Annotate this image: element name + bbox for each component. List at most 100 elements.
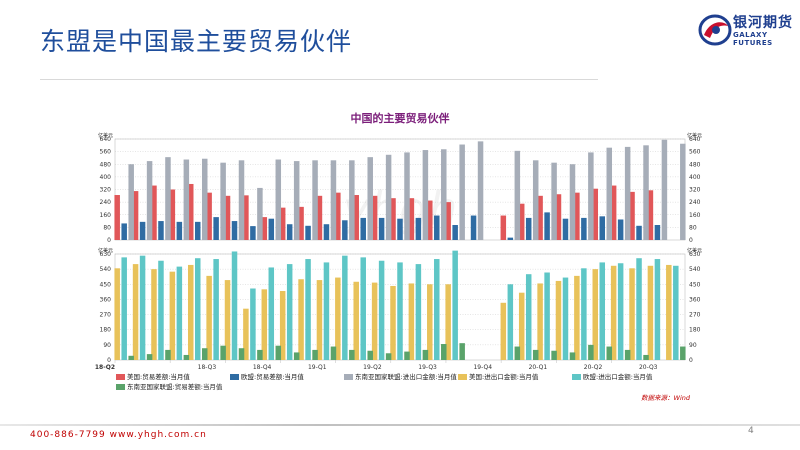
bottom-panel-ytick-right: 630 — [689, 251, 701, 258]
top-panel-bar-eu_trade_balance — [360, 217, 366, 240]
legend-item: 美国:贸易差额:当月值 — [116, 373, 190, 381]
top-panel-bar-asean_total — [422, 150, 429, 240]
top-panel-bar-us_trade_balance — [427, 200, 433, 240]
bottom-panel-bar-us_total — [353, 281, 359, 360]
top-panel-bar-asean_total — [404, 152, 410, 240]
bottom-panel-bar-eu_total — [323, 262, 330, 360]
bottom-panel-bar-us_total — [574, 275, 580, 360]
top-panel-unit-left: 亿美元 — [98, 132, 113, 139]
bottom-panel-bar-us_total — [316, 280, 323, 360]
bottom-panel-ytick-right: 180 — [689, 327, 701, 334]
bottom-panel-bar-us_total — [298, 279, 304, 360]
bottom-panel-bar-eu_total — [176, 266, 183, 360]
top-panel-ytick-right: 640 — [689, 136, 701, 143]
top-panel-bar-asean_total — [330, 160, 337, 240]
legend-swatch — [458, 374, 467, 380]
bottom-panel-bar-eu_total — [434, 259, 440, 360]
top-panel-ytick-left: 320 — [100, 187, 112, 194]
bottom-panel-bar-eu_total — [525, 274, 532, 360]
top-panel-bar-us_trade_balance — [132, 191, 139, 240]
top-panel-bar-eu_trade_balance — [599, 216, 606, 240]
top-panel-bar-us_trade_balance — [353, 195, 359, 240]
footer-contact: 400-886-7799 www.yhgh.com.cn — [30, 430, 207, 440]
top-panel-bar-us_trade_balance — [114, 195, 120, 240]
x-tick-label: 20-Q3 — [639, 364, 658, 371]
top-panel-ytick-right: 0 — [689, 237, 693, 244]
bottom-panel-bar-asean_trade_balance — [514, 346, 521, 360]
x-tick-label: 19-Q4 — [473, 364, 492, 371]
top-panel-bar-eu_trade_balance — [121, 223, 127, 240]
top-panel-bar-asean_total — [312, 160, 318, 240]
bottom-panel-bar-asean_trade_balance — [422, 349, 429, 360]
top-panel-bar-eu_trade_balance — [342, 220, 348, 240]
bottom-panel-bar-eu_total — [397, 262, 403, 360]
top-panel-bar-us_trade_balance — [610, 185, 617, 240]
bottom-panel-bar-eu_total — [654, 259, 661, 360]
top-panel-bar-asean_total — [514, 150, 521, 240]
bottom-panel-bar-eu_total — [286, 264, 293, 360]
top-panel-bar-us_trade_balance — [224, 195, 231, 240]
top-panel-bar-asean_total — [569, 164, 576, 240]
top-panel-ytick-right: 400 — [689, 174, 701, 181]
bottom-panel-bar-asean_trade_balance — [349, 349, 355, 360]
x-tick-label: 18-Q3 — [198, 364, 217, 371]
top-panel-bar-asean_total — [477, 141, 484, 240]
page-number: 4 — [748, 426, 754, 436]
top-panel-bar-asean_total — [624, 146, 631, 240]
bottom-panel-bar-asean_trade_balance — [532, 349, 539, 360]
legend-label: 东南亚国家联盟:贸易差额:当月值 — [127, 383, 223, 391]
bottom-panel-bar-asean_trade_balance — [312, 349, 318, 360]
top-panel-bar-eu_trade_balance — [268, 218, 275, 240]
top-panel-bar-us_trade_balance — [371, 195, 378, 240]
bottom-panel-bar-asean_trade_balance — [330, 346, 337, 360]
legend-label: 美国:进出口金额:当月值 — [469, 373, 539, 381]
top-panel-bar-eu_trade_balance — [378, 217, 385, 240]
legend-swatch — [572, 374, 581, 380]
top-panel-ytick-right: 560 — [689, 149, 701, 156]
bottom-panel-bar-us_total — [261, 289, 268, 360]
top-panel-ytick-left: 560 — [100, 149, 112, 156]
top-panel-bar-us_trade_balance — [537, 195, 543, 240]
top-panel-bar-eu_trade_balance — [397, 218, 403, 240]
top-panel-bar-asean_total — [146, 161, 153, 240]
top-panel-bar-eu_trade_balance — [158, 221, 164, 240]
top-panel-bar-eu_trade_balance — [581, 217, 587, 240]
bottom-panel-ytick-left: 450 — [100, 281, 112, 288]
top-panel-bar-eu_trade_balance — [544, 212, 550, 240]
bottom-panel-bar-us_total — [427, 284, 433, 360]
bottom-panel-unit-left: 亿美元 — [98, 247, 113, 254]
bottom-panel-bar-us_total — [114, 268, 120, 360]
top-panel-bar-eu_trade_balance — [562, 218, 569, 240]
chart-title: 中国的主要贸易伙伴 — [351, 111, 450, 125]
bottom-panel-bar-asean_trade_balance — [275, 345, 282, 360]
bottom-panel-ytick-right: 360 — [689, 296, 701, 303]
bottom-panel-bar-eu_total — [507, 284, 514, 360]
bottom-panel-bar-asean_trade_balance — [569, 352, 576, 360]
top-panel-ytick-right: 160 — [689, 212, 701, 219]
bottom-panel-bar-asean_trade_balance — [624, 349, 631, 360]
top-panel-bar-asean_total — [165, 157, 171, 240]
bottom-panel-ytick-right: 270 — [689, 312, 701, 319]
bottom-panel-bar-asean_trade_balance — [146, 354, 153, 360]
top-panel-bar-asean_total — [680, 143, 686, 240]
bottom-panel-bar-eu_total — [673, 265, 679, 360]
bottom-panel-bar-asean_trade_balance — [441, 344, 447, 360]
top-panel-bar-us_trade_balance — [445, 202, 451, 240]
bottom-panel-bar-us_total — [537, 283, 543, 360]
top-panel-bar-asean_total — [643, 145, 649, 240]
bottom-panel-bar-us_total — [629, 268, 635, 360]
source-note: 数据来源：Wind — [641, 394, 691, 402]
bottom-panel-bar-asean_trade_balance — [293, 352, 300, 360]
top-panel-bar-asean_total — [257, 187, 263, 240]
bottom-panel-ytick-right: 450 — [689, 281, 701, 288]
slide-title: 东盟是中国最主要贸易伙伴 — [40, 27, 353, 56]
top-panel-bar-asean_total — [349, 160, 355, 240]
bottom-panel-bar-eu_total — [544, 272, 550, 360]
bottom-panel-bar-us_total — [224, 280, 231, 360]
bottom-panel-bar-eu_total — [342, 255, 348, 360]
top-panel-bar-asean_total — [588, 152, 594, 240]
top-panel-bar-eu_trade_balance — [636, 225, 642, 240]
bottom-panel-bar-us_total — [666, 264, 672, 360]
bottom-panel-bar-us_total — [206, 275, 212, 360]
